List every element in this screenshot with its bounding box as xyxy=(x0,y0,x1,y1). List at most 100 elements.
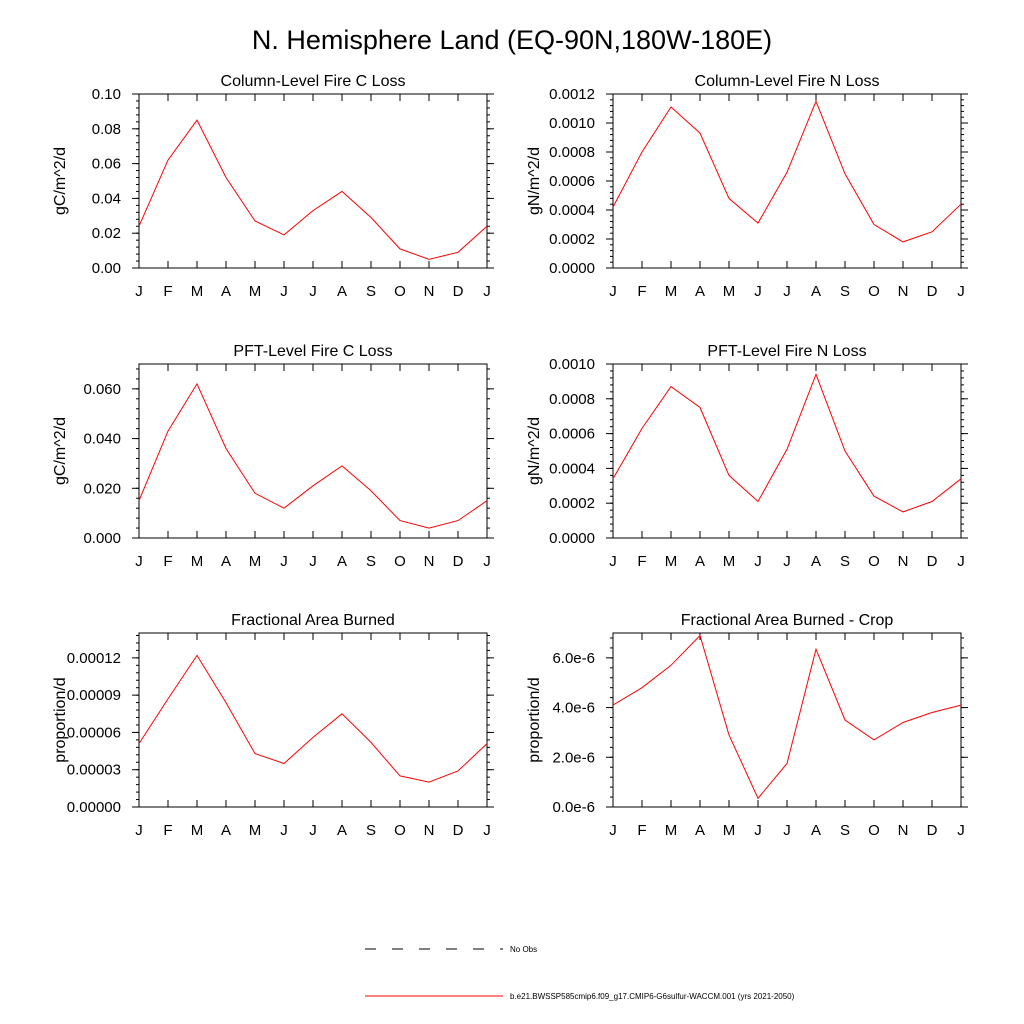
x-tick-label: J xyxy=(957,822,965,839)
x-tick-label: N xyxy=(424,283,435,300)
panel-title: PFT-Level Fire N Loss xyxy=(707,343,866,360)
x-tick-label: A xyxy=(695,553,705,570)
x-tick-label: J xyxy=(483,822,491,839)
x-tick-label: O xyxy=(394,283,406,300)
panel-6: Fractional Area Burned - Crop proportion/… xyxy=(526,612,968,839)
x-tick-label: D xyxy=(927,283,938,300)
x-tick-label: J xyxy=(135,283,143,300)
y-tick-label: 0.0002 xyxy=(549,495,595,512)
y-axis-label: proportion/d xyxy=(52,677,69,762)
x-tick-label: A xyxy=(695,822,705,839)
legend-label-no-obs: No Obs xyxy=(510,945,537,954)
series-line xyxy=(138,119,488,260)
x-tick-label: M xyxy=(191,283,204,300)
legend: No Obs b.e21.BWSSP585cmip6.f09_g17.CMIP6… xyxy=(365,945,795,1001)
x-tick-label: J xyxy=(309,283,317,300)
x-tick-label: F xyxy=(637,283,646,300)
x-tick-label: D xyxy=(453,553,464,570)
x-tick-label: J xyxy=(483,283,491,300)
y-tick-label: 2.0e-6 xyxy=(552,749,595,766)
x-tick-label: M xyxy=(723,822,736,839)
y-tick-label: 0.00006 xyxy=(67,724,121,741)
x-tick-label: D xyxy=(453,822,464,839)
x-tick-label: A xyxy=(811,822,821,839)
x-tick-label: J xyxy=(280,553,288,570)
x-tick-label: S xyxy=(840,283,850,300)
legend-label-model: b.e21.BWSSP585cmip6.f09_g17.CMIP6-G6sulf… xyxy=(510,992,795,1001)
y-tick-label: 0.0e-6 xyxy=(552,799,595,816)
y-tick-label: 0.02 xyxy=(92,225,121,242)
y-tick-label: 4.0e-6 xyxy=(552,700,595,717)
y-tick-label: 0.0008 xyxy=(549,144,595,161)
x-tick-label: O xyxy=(394,822,406,839)
y-tick-label: 0.08 xyxy=(92,121,121,138)
panel-title: Column-Level Fire N Loss xyxy=(695,73,880,90)
x-tick-label: M xyxy=(665,822,678,839)
x-tick-label: J xyxy=(280,283,288,300)
x-tick-label: A xyxy=(221,283,231,300)
x-tick-label: N xyxy=(898,283,909,300)
y-tick-label: 0.0010 xyxy=(549,115,595,132)
x-tick-label: J xyxy=(609,283,617,300)
x-tick-label: M xyxy=(665,553,678,570)
x-tick-label: S xyxy=(840,553,850,570)
x-tick-label: J xyxy=(135,822,143,839)
x-tick-label: A xyxy=(811,553,821,570)
y-tick-label: 0.0006 xyxy=(549,173,595,190)
y-tick-label: 0.0008 xyxy=(549,391,595,408)
x-tick-label: N xyxy=(424,822,435,839)
series-line xyxy=(612,634,962,800)
y-tick-label: 0.0002 xyxy=(549,231,595,248)
x-tick-label: A xyxy=(221,553,231,570)
plot-frame xyxy=(612,363,962,539)
figure-title: N. Hemisphere Land (EQ-90N,180W-180E) xyxy=(252,25,772,55)
x-tick-label: J xyxy=(483,553,491,570)
x-tick-label: J xyxy=(609,822,617,839)
x-tick-label: A xyxy=(337,553,347,570)
x-tick-label: A xyxy=(337,283,347,300)
x-tick-label: J xyxy=(754,283,762,300)
y-tick-label: 0.00 xyxy=(92,260,121,277)
panel-title: Fractional Area Burned - Crop xyxy=(681,612,894,629)
x-tick-label: M xyxy=(249,553,262,570)
x-tick-label: J xyxy=(754,553,762,570)
x-tick-label: M xyxy=(723,553,736,570)
y-tick-label: 0.060 xyxy=(83,381,121,398)
y-tick-label: 6.0e-6 xyxy=(552,650,595,667)
y-axis-label: gC/m^2/d xyxy=(52,417,69,485)
x-tick-label: N xyxy=(898,553,909,570)
x-tick-label: O xyxy=(394,553,406,570)
panel-title: PFT-Level Fire C Loss xyxy=(233,343,392,360)
plot-frame xyxy=(612,93,962,269)
x-tick-label: M xyxy=(191,553,204,570)
panel-title: Fractional Area Burned xyxy=(231,612,395,629)
x-tick-label: A xyxy=(695,283,705,300)
x-tick-label: M xyxy=(249,283,262,300)
x-tick-label: D xyxy=(453,283,464,300)
y-tick-label: 0.00009 xyxy=(67,687,121,704)
series-line xyxy=(138,382,488,529)
plot-frame xyxy=(138,93,488,269)
x-tick-label: A xyxy=(337,822,347,839)
y-axis-label: gN/m^2/d xyxy=(526,147,543,215)
x-tick-label: M xyxy=(249,822,262,839)
plot-frame xyxy=(138,363,488,539)
y-tick-label: 0.000 xyxy=(83,530,121,547)
x-tick-label: M xyxy=(665,283,678,300)
x-tick-label: D xyxy=(927,822,938,839)
x-tick-label: N xyxy=(424,553,435,570)
y-tick-label: 0.10 xyxy=(92,86,121,103)
y-axis-label: proportion/d xyxy=(526,677,543,762)
x-tick-label: D xyxy=(927,553,938,570)
x-tick-label: A xyxy=(221,822,231,839)
x-tick-label: F xyxy=(163,822,172,839)
x-tick-label: S xyxy=(366,283,376,300)
x-tick-label: A xyxy=(811,283,821,300)
x-tick-label: J xyxy=(957,553,965,570)
